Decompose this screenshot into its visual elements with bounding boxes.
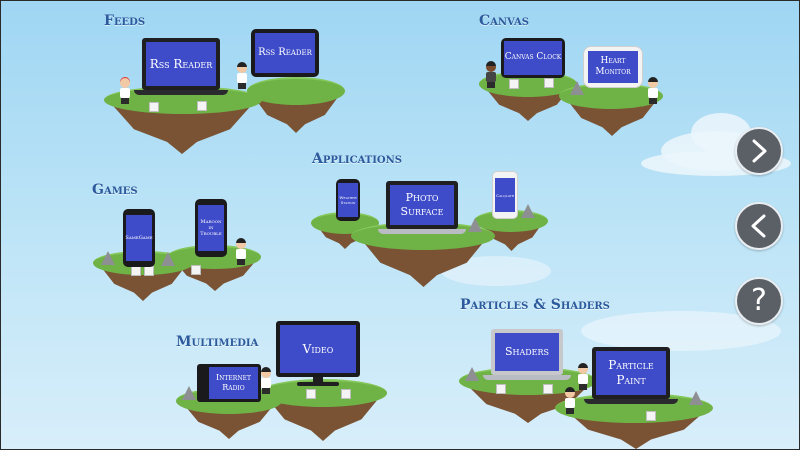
demo-label: Photo Surface <box>390 185 454 225</box>
demo-label: Rss Reader <box>255 33 315 73</box>
cube <box>496 384 506 394</box>
rock <box>570 81 584 95</box>
help-button[interactable]: ? <box>735 277 783 325</box>
phone: Weather Station <box>336 179 360 221</box>
character <box>260 367 272 394</box>
character <box>236 62 248 89</box>
phone: Maroon in Trouble <box>195 199 227 257</box>
chevron-left-icon <box>751 214 766 238</box>
laptop-base <box>378 229 466 234</box>
cube <box>341 389 351 399</box>
demo-label: Rss Reader <box>146 42 216 86</box>
cube <box>197 101 207 111</box>
tv: Video <box>276 321 360 377</box>
demo-label: Canvas Clock <box>504 41 562 75</box>
rock <box>468 218 482 232</box>
next-button[interactable] <box>735 127 783 175</box>
section-title-feeds: Feeds <box>104 13 146 29</box>
back-button[interactable] <box>735 202 783 250</box>
section-title-multimedia: Multimedia <box>176 334 259 350</box>
tv-stand <box>297 382 339 386</box>
radio: Internet Radio <box>197 364 261 402</box>
demo-label: SameGame <box>125 215 153 261</box>
demo-label: Heart Monitor <box>588 51 638 83</box>
section-title-particles-shaders: Particles & Shaders <box>460 297 610 313</box>
laptop-screen: Particle Paint <box>592 347 670 399</box>
tablet: Rss Reader <box>251 29 319 77</box>
character <box>119 77 131 104</box>
monitor: Canvas Clock <box>501 38 565 78</box>
cube <box>543 384 553 394</box>
help-icon: ? <box>751 283 767 318</box>
cube <box>544 78 554 88</box>
monitor: Heart Monitor <box>583 46 643 88</box>
section-title-games: Games <box>92 182 138 198</box>
cube <box>191 265 201 275</box>
island-grass <box>247 77 345 105</box>
demo-label: Weather Station <box>338 183 358 217</box>
character <box>647 77 659 104</box>
phone: Calqlatr <box>492 171 518 219</box>
cube <box>149 102 159 112</box>
demo-label: Particle Paint <box>596 351 666 395</box>
tv-stand <box>313 377 323 382</box>
laptop-screen: Photo Surface <box>386 181 458 229</box>
cube <box>306 389 316 399</box>
cube <box>144 266 154 276</box>
character <box>485 61 497 88</box>
rock <box>161 252 175 266</box>
section-title-applications: Applications <box>312 151 402 167</box>
laptop-screen: Shaders <box>491 329 563 375</box>
laptop-screen: Rss Reader <box>142 38 220 90</box>
cube <box>509 79 519 89</box>
section-title-canvas: Canvas <box>479 13 530 29</box>
laptop-base <box>483 375 571 380</box>
rock <box>521 204 535 218</box>
demo-label: Shaders <box>495 333 559 371</box>
character <box>235 238 247 265</box>
demo-label: Maroon in Trouble <box>198 205 224 251</box>
rock <box>689 391 703 405</box>
laptop-base <box>584 399 678 404</box>
rock <box>465 367 479 381</box>
character <box>577 363 589 390</box>
cube <box>646 411 656 421</box>
rock <box>182 386 196 400</box>
laptop-base <box>134 90 228 95</box>
rock <box>101 251 115 265</box>
phone: SameGame <box>123 209 155 267</box>
demo-label: Internet Radio <box>209 367 258 399</box>
chevron-right-icon <box>752 139 767 163</box>
cube <box>131 266 141 276</box>
demo-label: Calqlatr <box>495 178 515 212</box>
demo-label: Video <box>280 325 356 373</box>
character <box>564 387 576 414</box>
